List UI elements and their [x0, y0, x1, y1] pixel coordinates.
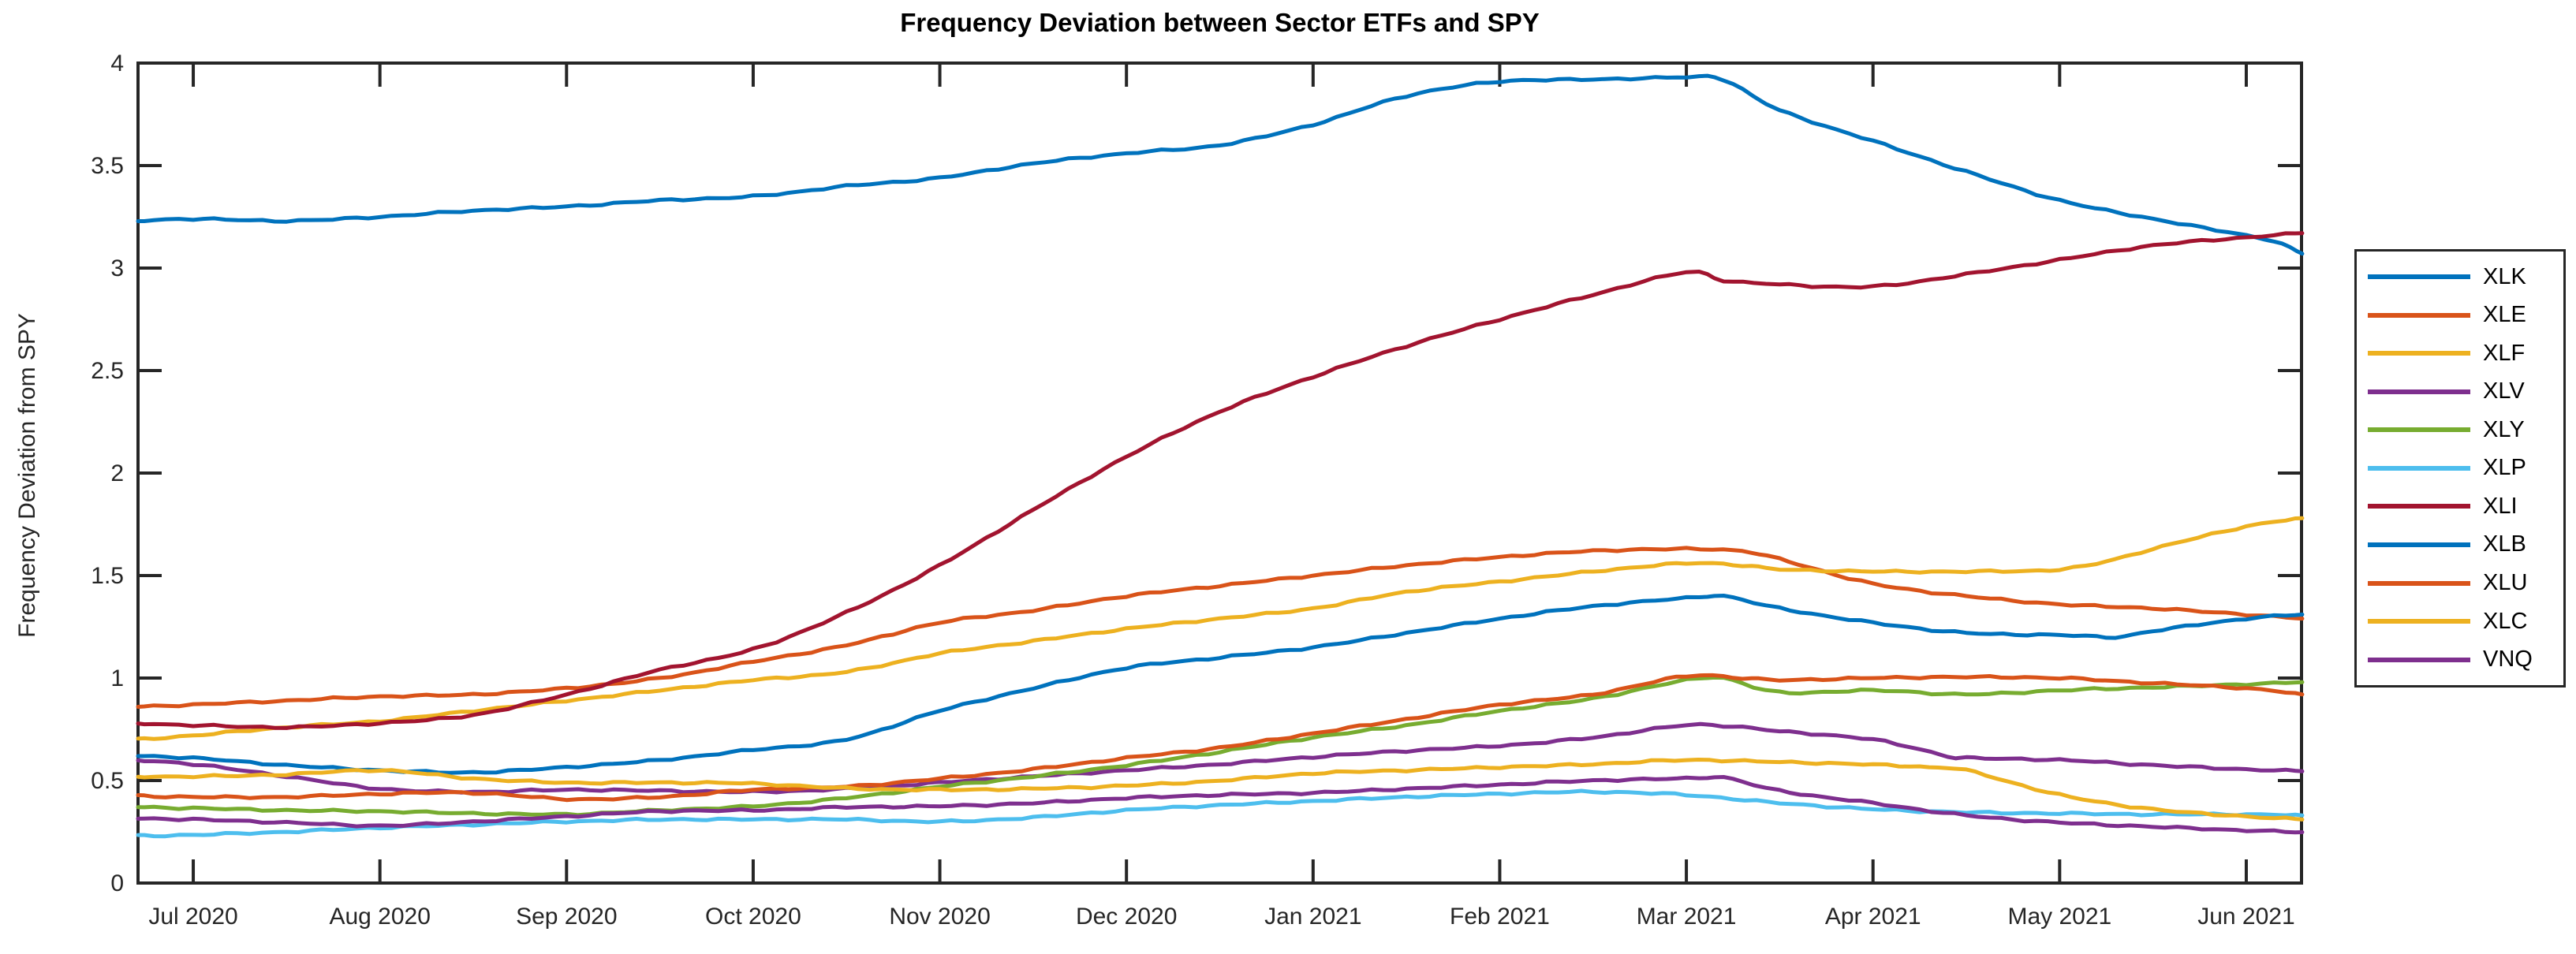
x-tick-label: May 2021: [2007, 904, 2111, 930]
legend-line-swatch: [2368, 580, 2470, 586]
x-tick-label: Nov 2020: [889, 904, 990, 930]
y-tick-label: 0: [110, 870, 124, 896]
y-tick-label: 3: [110, 255, 124, 281]
legend-line-swatch: [2368, 542, 2470, 547]
legend-item-xly: XLY: [2357, 412, 2563, 447]
x-tick-label: Jul 2020: [148, 904, 237, 930]
y-tick-label: 4: [110, 50, 124, 76]
x-tick-label: Feb 2021: [1450, 904, 1550, 930]
y-tick-label: 1.5: [91, 563, 124, 589]
legend-item-xli: XLI: [2357, 489, 2563, 524]
legend-item-xlc: XLC: [2357, 604, 2563, 639]
legend-label: XLK: [2483, 263, 2526, 289]
legend-line-swatch: [2368, 619, 2470, 624]
chart-title: Frequency Deviation between Sector ETFs …: [900, 8, 1540, 37]
legend-label: XLV: [2483, 378, 2525, 404]
series-line-vnq: [136, 775, 2305, 835]
series-line-xlv: [136, 721, 2305, 795]
legend-line-swatch: [2368, 274, 2470, 280]
y-tick-label: 3.5: [91, 153, 124, 179]
series-line-xly: [136, 675, 2305, 818]
legend-line-swatch: [2368, 504, 2470, 509]
legend-line-swatch: [2368, 389, 2470, 394]
x-tick-label: Apr 2021: [1825, 904, 1921, 930]
legend-label: XLP: [2483, 455, 2526, 481]
series-line-xlu: [136, 673, 2305, 803]
y-tick-label: 2.5: [91, 358, 124, 384]
x-tick-label: Dec 2020: [1076, 904, 1177, 930]
legend: XLK XLE XLF XLV XLY XLP XLI XLB XLU XLC VNQ: [2354, 249, 2566, 688]
y-tick-label: 2: [110, 460, 124, 486]
series-line-xlf: [136, 516, 2305, 741]
series-line-xli: [136, 231, 2305, 730]
series-line-xlc: [136, 758, 2305, 822]
x-tick-label: Sep 2020: [516, 904, 617, 930]
legend-item-xlv: XLV: [2357, 375, 2563, 409]
legend-line-swatch: [2368, 465, 2470, 471]
legend-line-swatch: [2368, 427, 2470, 433]
legend-label: XLY: [2483, 416, 2525, 442]
x-tick-label: Jan 2021: [1264, 904, 1361, 930]
legend-item-vnq: VNQ: [2357, 643, 2563, 677]
series-line-xlk: [136, 73, 2305, 256]
x-tick-label: Mar 2021: [1637, 904, 1737, 930]
legend-item-xle: XLE: [2357, 298, 2563, 333]
axes-box: [136, 61, 2303, 885]
series-line-xle: [136, 546, 2305, 709]
legend-label: XLE: [2483, 302, 2526, 328]
legend-label: VNQ: [2483, 647, 2533, 673]
y-tick-label: 0.5: [91, 768, 124, 794]
x-tick-label: Oct 2020: [705, 904, 801, 930]
legend-line-swatch: [2368, 312, 2470, 318]
x-tick-label: Jun 2021: [2197, 904, 2294, 930]
legend-item-xlf: XLF: [2357, 336, 2563, 371]
legend-item-xlp: XLP: [2357, 451, 2563, 486]
legend-label: XLF: [2483, 340, 2526, 366]
legend-item-xlk: XLK: [2357, 259, 2563, 294]
legend-line-swatch: [2368, 657, 2470, 662]
x-tick-label: Aug 2020: [329, 904, 430, 930]
y-tick-label: 1: [110, 665, 124, 691]
series-line-xlb: [136, 594, 2305, 775]
legend-item-xlu: XLU: [2357, 566, 2563, 601]
legend-label: XLI: [2483, 493, 2518, 519]
legend-item-xlb: XLB: [2357, 527, 2563, 562]
legend-label: XLU: [2483, 570, 2528, 596]
legend-label: XLB: [2483, 531, 2526, 557]
legend-line-swatch: [2368, 351, 2470, 356]
legend-label: XLC: [2483, 608, 2528, 634]
